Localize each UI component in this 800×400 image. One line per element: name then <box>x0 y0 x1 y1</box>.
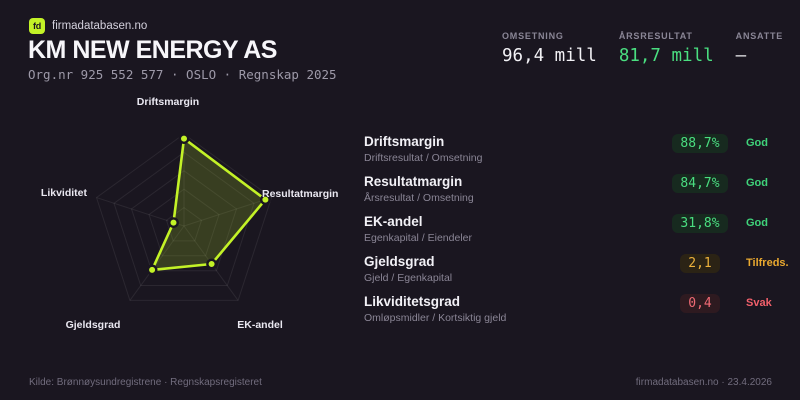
radar-data-polygon <box>150 137 267 272</box>
metric-badge-wrap: 2,1 <box>664 254 736 273</box>
metric-formula: Gjeld / Egenkapital <box>364 272 453 284</box>
metric-text: Likviditetsgrad Omløpsmidler / Kortsikti… <box>364 294 664 324</box>
metric-formula: Driftsresultat / Omsetning <box>364 152 483 164</box>
radar-axis-label: Likviditet <box>41 187 88 199</box>
firmadatabasen-logo-icon: fd <box>29 18 45 34</box>
radar-grid-spoke <box>129 225 185 301</box>
metric-title: Gjeldsgrad <box>364 254 435 269</box>
key-figure-label: OMSETNING <box>502 31 564 41</box>
metric-title: EK-andel <box>364 214 423 229</box>
radar-grid-spoke <box>183 197 272 227</box>
radar-axis-label: Driftsmargin <box>137 96 199 108</box>
metric-status: God <box>746 137 768 149</box>
radar-axis-label: EK-andel <box>237 319 283 331</box>
metric-status: God <box>746 177 768 189</box>
radar-grid-ring <box>95 133 273 301</box>
metrics-list: Driftsmargin Driftsresultat / Omsetning … <box>364 134 789 334</box>
key-figure-value: – <box>735 46 747 66</box>
metric-badge-wrap: 84,7% <box>664 174 736 193</box>
metric-row: Driftsmargin Driftsresultat / Omsetning … <box>364 134 784 174</box>
page-title: KM NEW ENERGY AS <box>28 36 277 64</box>
metric-row: Likviditetsgrad Omløpsmidler / Kortsikti… <box>364 294 784 334</box>
metric-value-badge: 0,4 <box>680 294 720 313</box>
key-figure-label: ÅRSRESULTAT <box>618 31 693 41</box>
radar-grid-ring <box>113 151 255 286</box>
metric-status: God <box>746 217 768 229</box>
radar-grid-ring <box>165 206 203 242</box>
key-figure-label: ANSATTE <box>735 31 784 41</box>
metric-row: EK-andel Egenkapital / Eiendeler 31,8% G… <box>364 214 784 254</box>
radar-axis-label: Resultatmargin <box>262 188 338 200</box>
key-figure-value: 81,7 mill <box>618 46 714 66</box>
company-subtitle: Org.nr 925 552 577 · OSLO · Regnskap 202… <box>28 67 337 82</box>
metric-value-badge: 88,7% <box>672 134 728 153</box>
metric-value-badge: 84,7% <box>672 174 728 193</box>
radar-data-point <box>146 264 158 276</box>
source-note: Kilde: Brønnøysundregistrene · Regnskaps… <box>29 377 262 388</box>
metric-value-badge: 31,8% <box>672 214 728 233</box>
radar-chart: Driftsmargin Resultatmargin EK-andel Gjelds… <box>41 96 339 331</box>
metric-badge-wrap: 88,7% <box>664 134 736 153</box>
metric-text: Gjeldsgrad Gjeld / Egenkapital <box>364 254 664 284</box>
footer: Kilde: Brønnøysundregistrene · Regnskaps… <box>29 377 772 388</box>
metric-text: Driftsmargin Driftsresultat / Omsetning <box>364 134 664 164</box>
radar-data-point <box>178 133 190 144</box>
radar-grid-ring <box>130 170 238 272</box>
metric-title: Likviditetsgrad <box>364 294 461 309</box>
radar-data-point <box>206 258 218 270</box>
metric-formula: Omløpsmidler / Kortsiktig gjeld <box>364 312 507 324</box>
brand-link[interactable]: fd firmadatabasen.no <box>29 18 147 34</box>
metric-formula: Årsresultat / Omsetning <box>364 192 474 204</box>
radar-data-point <box>168 217 179 229</box>
metric-text: EK-andel Egenkapital / Eiendeler <box>364 214 664 244</box>
metric-text: Resultatmargin Årsresultat / Omsetning <box>364 174 664 204</box>
metric-status: Tilfreds. <box>746 257 789 269</box>
metric-title: Resultatmargin <box>364 174 463 189</box>
metric-badge-wrap: 0,4 <box>664 294 736 313</box>
metric-row: Resultatmargin Årsresultat / Omsetning 8… <box>364 174 784 214</box>
metric-value-badge: 2,1 <box>680 254 720 273</box>
key-figure: ÅRSRESULTAT 81,7 mill <box>619 31 714 66</box>
metric-title: Driftsmargin <box>364 134 445 149</box>
key-figure: ANSATTE – <box>736 31 783 66</box>
radar-axis-label: Gjeldsgrad <box>66 319 121 331</box>
key-figures: OMSETNING 96,4 mill ÅRSRESULTAT 81,7 mil… <box>502 31 783 66</box>
metric-formula: Egenkapital / Eiendeler <box>364 232 472 244</box>
metric-status: Svak <box>746 297 772 309</box>
metric-badge-wrap: 31,8% <box>664 214 736 233</box>
key-figure-value: 96,4 mill <box>502 46 597 66</box>
radar-grid-ring <box>148 188 220 257</box>
metric-row: Gjeldsgrad Gjeld / Egenkapital 2,1 Tilfr… <box>364 254 789 294</box>
brand-name: firmadatabasen.no <box>52 20 148 32</box>
key-figure: OMSETNING 96,4 mill <box>502 31 597 66</box>
footer-site-link[interactable]: firmadatabasen.no · 23.4.2026 <box>635 377 772 388</box>
radar-data-point <box>259 194 271 206</box>
